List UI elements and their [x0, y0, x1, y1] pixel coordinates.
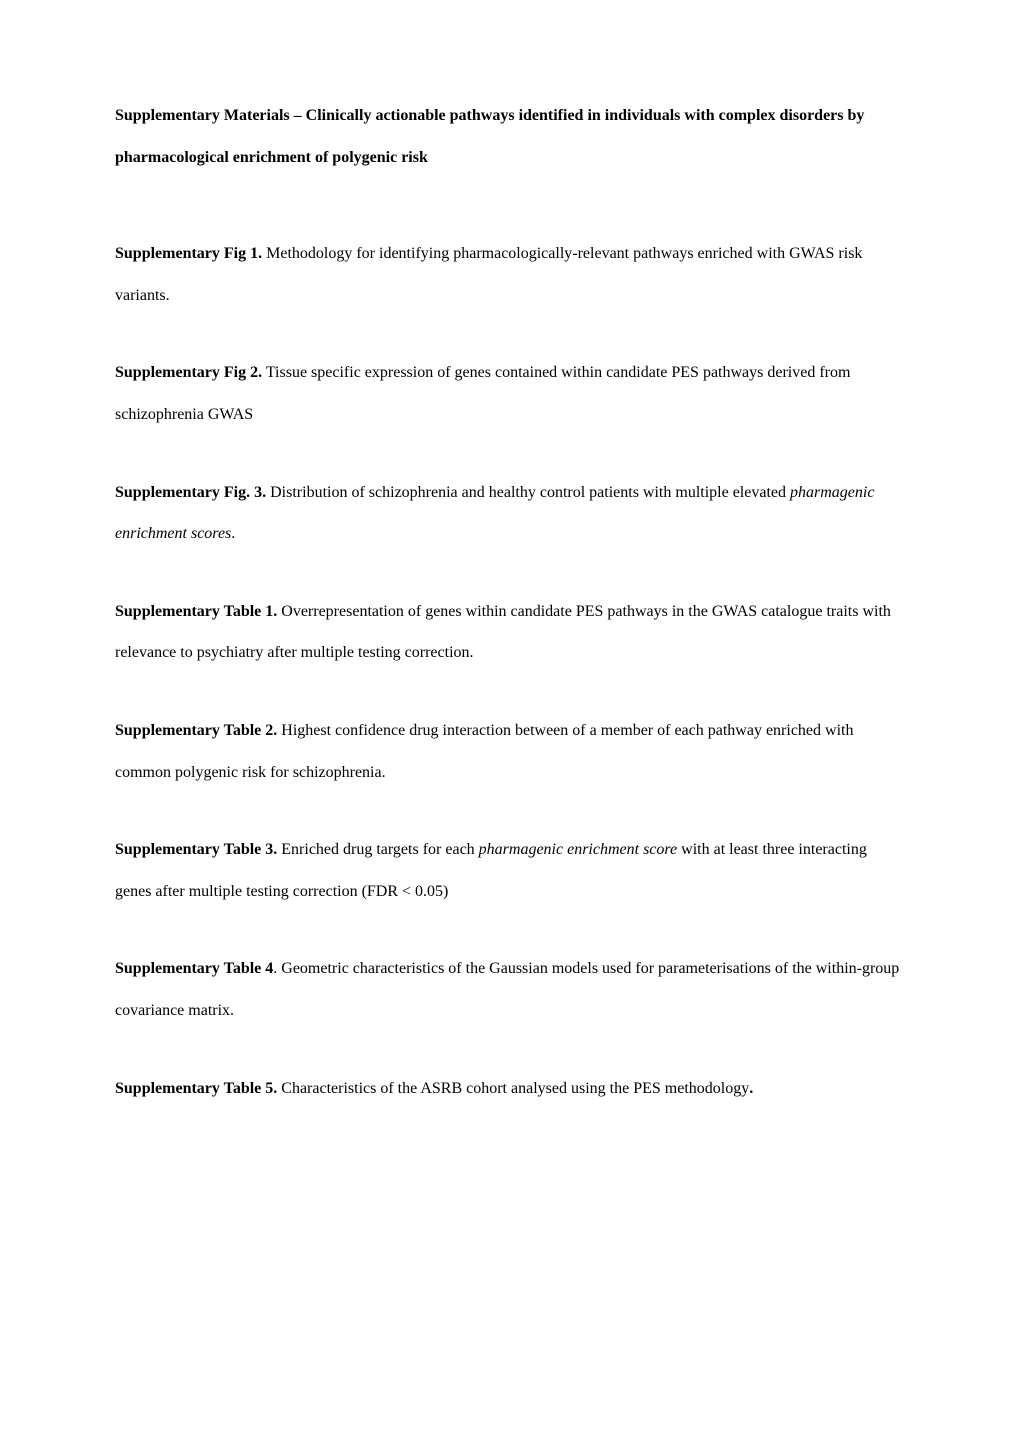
entry-label: Supplementary Table 4	[115, 960, 273, 977]
entry-label: Supplementary Table 1.	[115, 603, 277, 620]
supplementary-entry: Supplementary Table 5. Characteristics o…	[115, 1068, 905, 1110]
document-title: Supplementary Materials – Clinically act…	[115, 95, 905, 178]
supplementary-entry: Supplementary Table 3. Enriched drug tar…	[115, 829, 905, 912]
entry-italic: pharmagenic enrichment score	[479, 841, 677, 858]
supplementary-entry: Supplementary Fig 2. Tissue specific exp…	[115, 352, 905, 435]
supplementary-entry: Supplementary Table 1. Overrepresentatio…	[115, 591, 905, 674]
entry-text: Distribution of schizophrenia and health…	[266, 484, 790, 501]
entry-label: Supplementary Fig 1.	[115, 245, 262, 262]
supplementary-entry: Supplementary Table 2. Highest confidenc…	[115, 710, 905, 793]
title-prefix: Supplementary Materials –	[115, 107, 306, 124]
supplementary-entry: Supplementary Fig 1. Methodology for ide…	[115, 233, 905, 316]
entry-text-after: .	[749, 1080, 753, 1097]
entry-label: Supplementary Table 5.	[115, 1080, 277, 1097]
supplementary-entry: Supplementary Table 4. Geometric charact…	[115, 948, 905, 1031]
entry-text-after: .	[231, 525, 235, 542]
entry-label: Supplementary Table 2.	[115, 722, 277, 739]
entry-label: Supplementary Fig. 3.	[115, 484, 266, 501]
entry-text: Characteristics of the ASRB cohort analy…	[277, 1080, 749, 1097]
entry-label: Supplementary Table 3.	[115, 841, 277, 858]
entry-label: Supplementary Fig 2.	[115, 364, 262, 381]
supplementary-entry: Supplementary Fig. 3. Distribution of sc…	[115, 472, 905, 555]
entry-text: Enriched drug targets for each	[277, 841, 478, 858]
